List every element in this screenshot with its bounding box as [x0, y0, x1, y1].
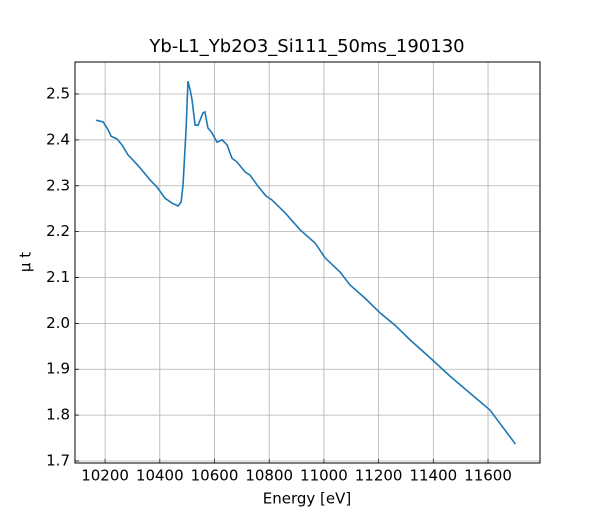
x-tick-label: 11000: [300, 467, 348, 485]
x-tick-label: 11600: [464, 467, 512, 485]
x-axis-label: Energy [eV]: [263, 490, 351, 508]
y-tick-label: 1.8: [46, 406, 70, 424]
chart-title: Yb-L1_Yb2O3_Si111_50ms_190130: [148, 36, 464, 57]
y-tick-label: 1.9: [46, 360, 70, 378]
y-tick-label: 2.1: [46, 268, 70, 286]
x-tick-label: 10600: [191, 467, 239, 485]
y-tick-label: 2.5: [46, 85, 70, 103]
x-tick-label: 11200: [355, 467, 403, 485]
data-line: [95, 80, 517, 445]
y-tick-label: 2.4: [46, 130, 70, 148]
y-tick-label: 2.2: [46, 222, 70, 240]
x-tick-label: 10800: [245, 467, 293, 485]
y-tick-label: 2.3: [46, 176, 70, 194]
y-axis-label: μ t: [17, 252, 35, 272]
x-tick-label: 10400: [136, 467, 184, 485]
y-tick-label: 2.0: [46, 314, 70, 332]
x-tick-label: 11400: [409, 467, 457, 485]
x-tick-label: 10200: [81, 467, 129, 485]
plot-frame: [74, 61, 541, 464]
y-tick-label: 1.7: [46, 451, 70, 469]
